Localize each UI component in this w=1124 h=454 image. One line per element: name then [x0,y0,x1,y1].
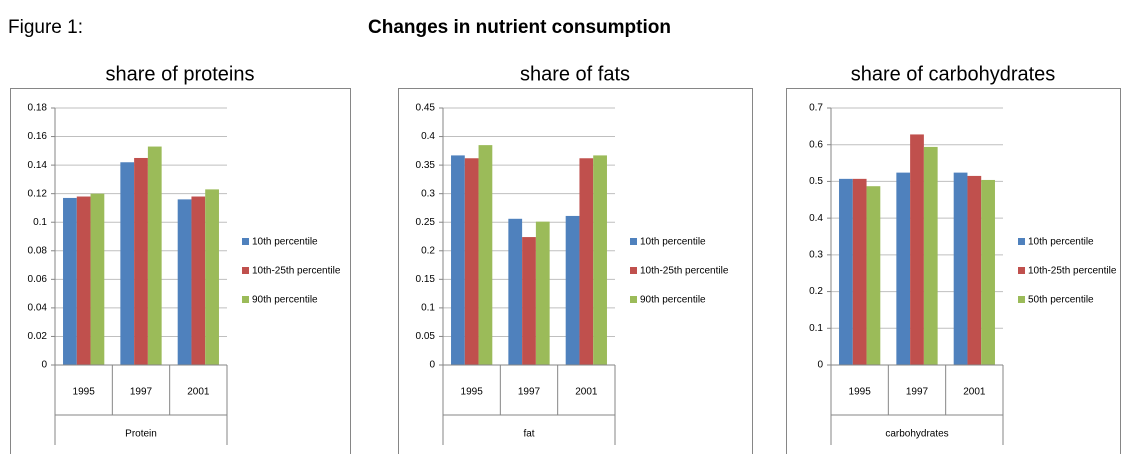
y-tick-label: 0.02 [28,331,48,342]
y-tick-label: 0.1 [809,323,823,334]
y-tick-label: 0.08 [28,245,48,256]
legend-label: 10th-25th percentile [640,266,729,277]
legend-swatch [1018,238,1025,245]
y-tick-label: 0.15 [416,274,436,285]
bar [478,145,493,365]
bar [593,155,607,365]
x-tick-label: 2001 [187,387,210,398]
x-tick-label: 1997 [130,387,153,398]
bar [852,178,867,365]
x-tick-label: 1995 [461,387,484,398]
bar [63,197,77,365]
legend-label: 10th-25th percentile [252,266,341,277]
chart-title: share of fats [520,63,630,85]
legend-swatch [630,238,637,245]
bar [866,186,881,365]
y-tick-label: 0.1 [421,303,435,314]
y-tick-label: 0 [429,360,435,371]
chart-frame [398,88,753,454]
bar [464,158,479,365]
bar [76,196,91,365]
bar [910,134,924,365]
bar [120,162,135,365]
y-tick-label: 0.16 [28,131,48,142]
group-label: carbohydrates [885,429,948,440]
y-tick-label: 0.05 [416,331,436,342]
bar [90,193,105,365]
x-tick-label: 2001 [963,387,986,398]
y-tick-label: 0.45 [416,103,436,114]
y-tick-label: 0.3 [809,249,823,260]
legend-swatch [242,238,249,245]
x-tick-label: 1997 [518,387,541,398]
legend-swatch [242,267,249,274]
y-tick-label: 0.5 [809,176,823,187]
bar [896,172,911,365]
legend-swatch [630,296,637,303]
bar [191,196,206,365]
y-tick-label: 0.18 [28,103,48,114]
y-tick-label: 0.04 [28,303,48,314]
bar [839,178,853,365]
y-tick-label: 0.12 [28,188,48,199]
bar [451,155,465,365]
legend-label: 90th percentile [252,295,318,306]
bar [177,199,192,365]
bar [981,179,995,365]
bar [967,175,982,365]
y-tick-label: 0.06 [28,274,48,285]
x-tick-label: 2001 [575,387,598,398]
chart-frame [10,88,351,454]
group-label: fat [523,429,534,440]
y-tick-label: 0.6 [809,139,823,150]
y-tick-label: 0.4 [809,213,823,224]
bar [522,237,536,365]
y-tick-label: 0.2 [809,286,823,297]
legend-swatch [630,267,637,274]
legend-swatch [242,296,249,303]
chart-frame [786,88,1121,454]
legend-label: 50th percentile [1028,295,1094,306]
y-tick-label: 0.3 [421,188,435,199]
y-tick-label: 0.4 [421,131,435,142]
bar [508,218,523,365]
y-tick-label: 0.2 [421,245,435,256]
bar [923,146,938,365]
group-label: Protein [125,429,157,440]
bar [147,146,162,365]
legend-label: 10th percentile [1028,237,1094,248]
legend-label: 10th percentile [640,237,706,248]
bar [565,215,580,365]
y-tick-label: 0 [817,360,823,371]
y-tick-label: 0.25 [416,217,436,228]
figure-title: Changes in nutrient consumption [368,17,671,38]
x-tick-label: 1995 [73,387,96,398]
legend-swatch [1018,267,1025,274]
y-tick-label: 0.7 [809,103,823,114]
y-tick-label: 0 [41,360,47,371]
chart-title: share of carbohydrates [851,63,1056,85]
y-tick-label: 0.1 [33,217,47,228]
legend-label: 90th percentile [640,295,706,306]
y-tick-label: 0.35 [416,160,436,171]
bar [535,221,550,365]
bar [953,172,968,365]
x-tick-label: 1997 [906,387,929,398]
bar [579,158,594,365]
bar [205,189,219,365]
chart-title: share of proteins [106,63,255,85]
bar [134,157,148,365]
y-tick-label: 0.14 [28,160,48,171]
legend-swatch [1018,296,1025,303]
legend-label: 10th-25th percentile [1028,266,1117,277]
legend-label: 10th percentile [252,237,318,248]
figure-label: Figure 1: [8,17,83,38]
x-tick-label: 1995 [849,387,872,398]
